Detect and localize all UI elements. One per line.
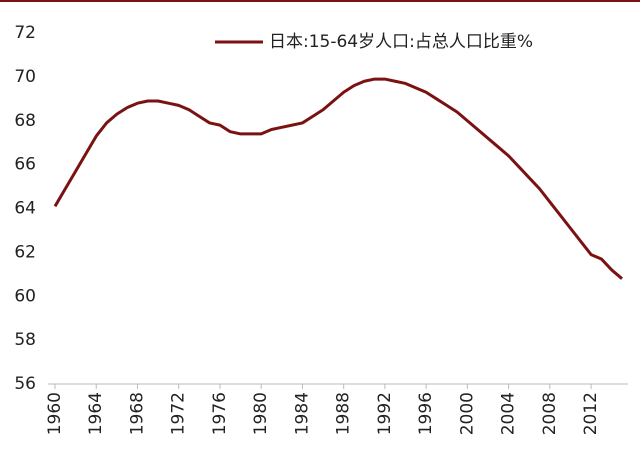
y-tick-label: 62 bbox=[14, 242, 36, 262]
y-tick-label: 60 bbox=[14, 286, 36, 306]
y-tick-label: 58 bbox=[14, 330, 36, 350]
x-tick-label: 1992 bbox=[375, 392, 395, 435]
x-tick-label: 1968 bbox=[127, 392, 147, 435]
x-tick-label: 1988 bbox=[334, 392, 354, 435]
x-tick-label: 1980 bbox=[251, 392, 271, 435]
x-tick-label: 1996 bbox=[416, 392, 436, 435]
x-tick-label: 1972 bbox=[169, 392, 189, 435]
x-tick-label: 2008 bbox=[540, 392, 560, 435]
x-tick-label: 2000 bbox=[457, 392, 477, 435]
y-tick-label: 70 bbox=[14, 67, 36, 87]
x-tick-label: 1960 bbox=[45, 392, 65, 435]
y-tick-label: 66 bbox=[14, 155, 36, 175]
y-tick-label: 56 bbox=[14, 374, 36, 394]
x-tick-label: 1976 bbox=[210, 392, 230, 435]
y-tick-label: 72 bbox=[14, 23, 36, 43]
x-tick-label: 2012 bbox=[581, 392, 601, 435]
line-series bbox=[53, 77, 623, 280]
legend-label: 日本:15-64岁人口:占总人口比重% bbox=[269, 32, 533, 52]
x-tick-label: 1984 bbox=[292, 392, 312, 435]
x-tick-label: 1964 bbox=[86, 392, 106, 435]
x-tick-label: 2004 bbox=[499, 392, 519, 435]
y-tick-label: 64 bbox=[14, 199, 36, 219]
y-tick-label: 68 bbox=[14, 111, 36, 131]
